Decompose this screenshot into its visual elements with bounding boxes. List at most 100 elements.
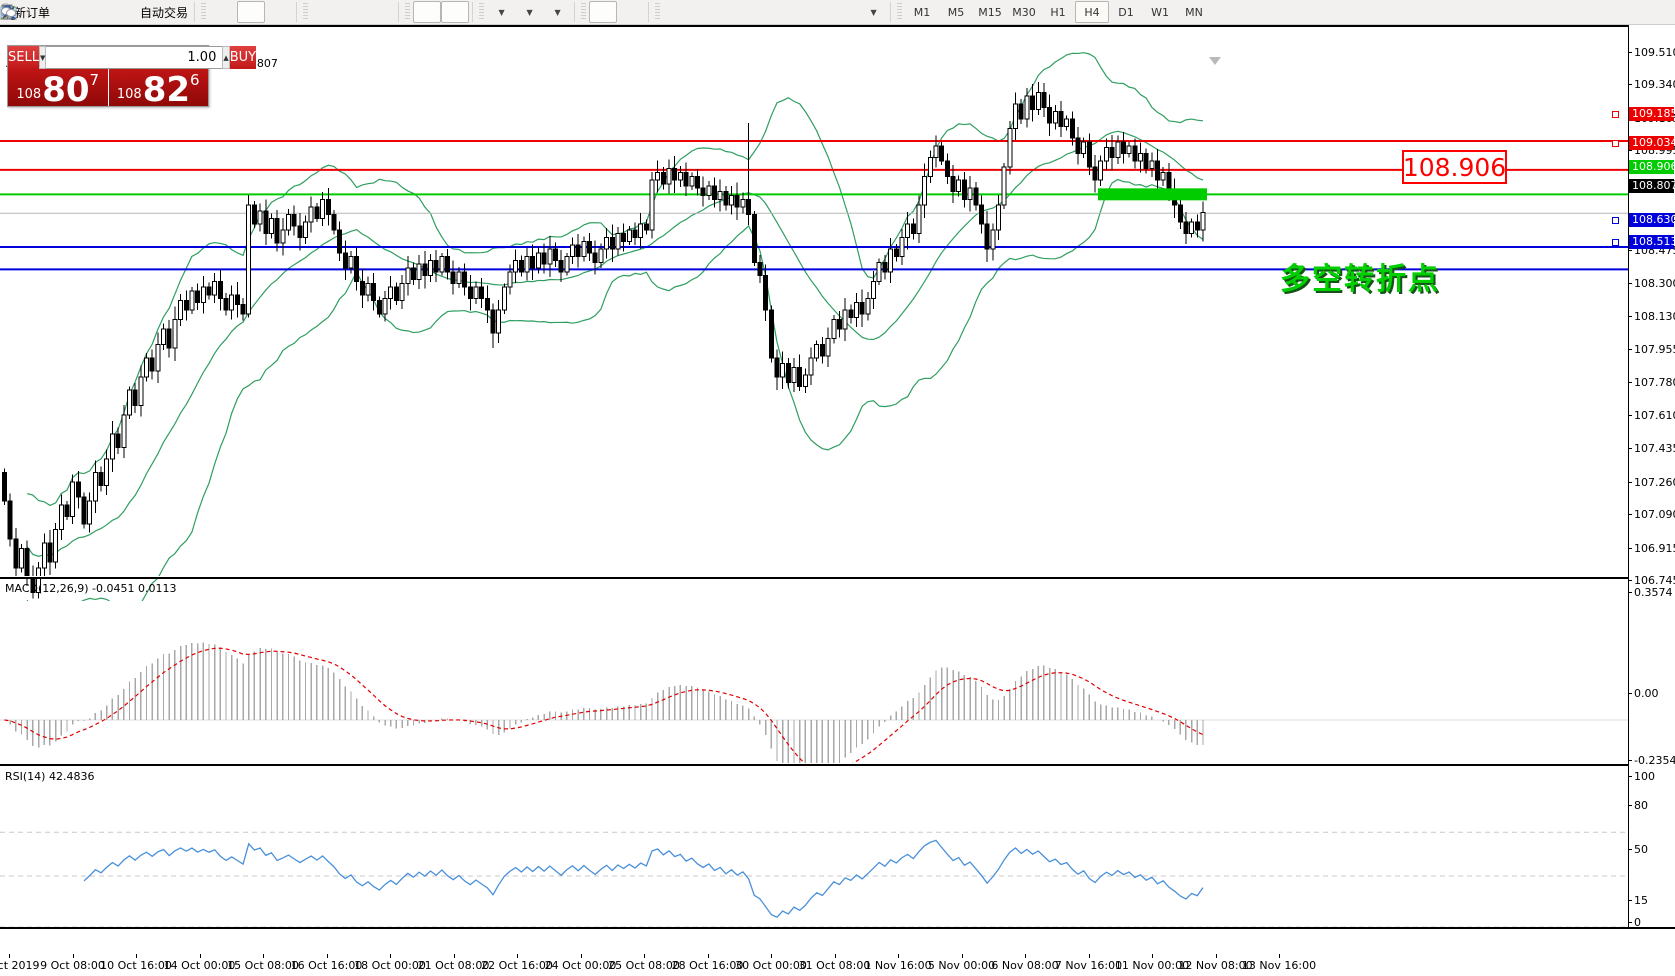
time-axis-tick: [898, 954, 899, 958]
new-order-button-label: 新订单: [14, 5, 51, 20]
axis-tick: [1628, 776, 1632, 777]
toolbar-grip: [581, 3, 587, 21]
price-axis-column[interactable]: [1628, 25, 1675, 927]
price-tick-label: 107.955: [1634, 342, 1675, 356]
community-button[interactable]: [1, 1, 1661, 23]
label-button[interactable]: T: [1, 1, 859, 23]
timeframe-m30-button[interactable]: M30: [1012, 5, 1036, 19]
new-chart-button-dropdown-icon[interactable]: ▼: [498, 7, 505, 17]
periods-button[interactable]: ▼: [1, 1, 543, 23]
timeframe-m5-button[interactable]: M5: [947, 5, 965, 19]
vertical-line-button[interactable]: [7, 1, 691, 23]
buy-button[interactable]: BUY: [229, 46, 257, 69]
candlestick-button[interactable]: [2, 1, 266, 23]
horizontal-line-button[interactable]: [2, 1, 719, 23]
rsi-tick-label: 15: [1634, 894, 1648, 908]
metaeditor-button[interactable]: [2, 1, 81, 23]
price-tick-label: 109.340: [1634, 78, 1675, 92]
axis-tick: [1628, 849, 1632, 850]
zoom-in-button[interactable]: [1, 1, 339, 23]
autotrading-button[interactable]: 自动交易: [0, 1, 191, 23]
timeframe-h1-button[interactable]: H1: [1050, 5, 1066, 19]
templates-button[interactable]: ▼: [0, 1, 571, 23]
turning-point-annotation[interactable]: 多空转折点: [1280, 262, 1440, 297]
timeframe-w1-button[interactable]: W1: [1151, 5, 1169, 19]
channel-button[interactable]: E: [1, 1, 775, 23]
search-button[interactable]: [1, 1, 1623, 23]
periods-button-dropdown-icon[interactable]: ▼: [526, 7, 533, 17]
fibonacci-button[interactable]: F: [2, 1, 803, 23]
zoom-out-button[interactable]: [1, 1, 367, 23]
new-chart-button[interactable]: ▼: [1, 1, 515, 23]
toolbar-grip: [201, 3, 207, 21]
line-anchor-marker[interactable]: [1612, 217, 1619, 225]
time-axis-tick: [1088, 954, 1090, 958]
price-tick-label: 108.300: [1634, 277, 1675, 291]
crosshair-button[interactable]: [2, 1, 645, 23]
arrows-button-dropdown-icon[interactable]: ▼: [870, 7, 877, 17]
price-annotation-box[interactable]: 108.906: [1402, 150, 1507, 184]
line-anchor-marker[interactable]: [1612, 239, 1619, 247]
time-axis-tick: [834, 954, 836, 958]
volume-down-button[interactable]: ▼: [38, 46, 47, 69]
templates-button-dropdown-icon[interactable]: ▼: [554, 7, 561, 17]
toolbar-grip: [303, 3, 309, 21]
volume-up-button[interactable]: ▲: [222, 46, 230, 69]
price-chart: [0, 52, 1628, 601]
line-anchor-marker[interactable]: [1612, 111, 1619, 119]
time-axis-tick: [199, 954, 201, 958]
time-axis-label: 25 Oct 08:00: [608, 959, 680, 972]
timeframe-m1-button[interactable]: M1: [913, 5, 931, 19]
price-tick-label: 106.745: [1634, 573, 1675, 587]
tile-windows-button[interactable]: [2, 1, 395, 23]
timeframe-h4-button[interactable]: H4: [1075, 1, 1110, 23]
text-button[interactable]: A: [4, 1, 831, 23]
time-axis-label: 22 Oct 16:00: [481, 959, 553, 972]
price-level-badge-109.185: 109.185: [1629, 107, 1675, 122]
sell-price-tile[interactable]: 108 80 7: [8, 69, 108, 107]
line-chart-button[interactable]: [1, 1, 293, 23]
time-axis-tick: [263, 954, 264, 958]
highlight-rectangle[interactable]: [1098, 188, 1207, 201]
timeframe-d1-button[interactable]: D1: [1118, 5, 1134, 19]
sell-button[interactable]: SELL: [8, 46, 39, 69]
time-axis-tick: [1279, 954, 1280, 958]
axis-tick: [1628, 900, 1632, 902]
macd-histogram: [9, 642, 1204, 765]
axis-tick: [1628, 414, 1632, 416]
chart-shift-button[interactable]: [2, 1, 470, 23]
bar-chart-button[interactable]: [2, 1, 237, 23]
price-level-badge-109.034: 109.034: [1629, 135, 1675, 150]
time-axis-label: 10 Oct 16:00: [100, 959, 172, 972]
signals-button[interactable]: [1, 1, 137, 23]
market-watch-button[interactable]: [2, 1, 109, 23]
rsi-separator[interactable]: [0, 763, 1675, 766]
macd-label: MACD(12,26,9) -0.0451 0.0113: [5, 582, 177, 595]
chart-shift-marker[interactable]: [1209, 57, 1221, 65]
arrows-button[interactable]: ▼: [2, 1, 887, 23]
bollinger-upper-band: [27, 52, 1204, 507]
axis-tick: [1628, 52, 1632, 53]
auto-scroll-button[interactable]: [2, 1, 442, 23]
timeframe-m15-button[interactable]: M15: [978, 5, 1002, 19]
rsi-line: [83, 839, 1204, 918]
current-price-badge: 108.807: [1629, 179, 1675, 194]
price-tick-label: 106.915: [1634, 541, 1675, 555]
price-tick-label: 107.090: [1634, 508, 1675, 522]
time-axis-label: 28 Oct 16:00: [671, 959, 744, 972]
new-order-button[interactable]: 新订单: [1, 1, 53, 23]
line-anchor-marker[interactable]: [1612, 139, 1619, 147]
time-axis-tick: [580, 954, 582, 958]
macd-separator[interactable]: [0, 576, 1675, 579]
time-axis-tick: [136, 954, 137, 958]
trendline-button[interactable]: [2, 1, 747, 23]
time-axis-label: 24 Oct 00:00: [544, 959, 617, 972]
rsi-tick-label: 0: [1634, 916, 1641, 929]
timeframe-mn-button[interactable]: MN: [1185, 5, 1203, 19]
axis-tick: [1628, 249, 1632, 251]
cursor-button[interactable]: [5, 1, 618, 23]
volume-input[interactable]: [46, 46, 223, 69]
buy-price-tile[interactable]: 108 82 6: [108, 69, 208, 107]
price-level-badge-108.513: 108.513: [1629, 235, 1675, 250]
